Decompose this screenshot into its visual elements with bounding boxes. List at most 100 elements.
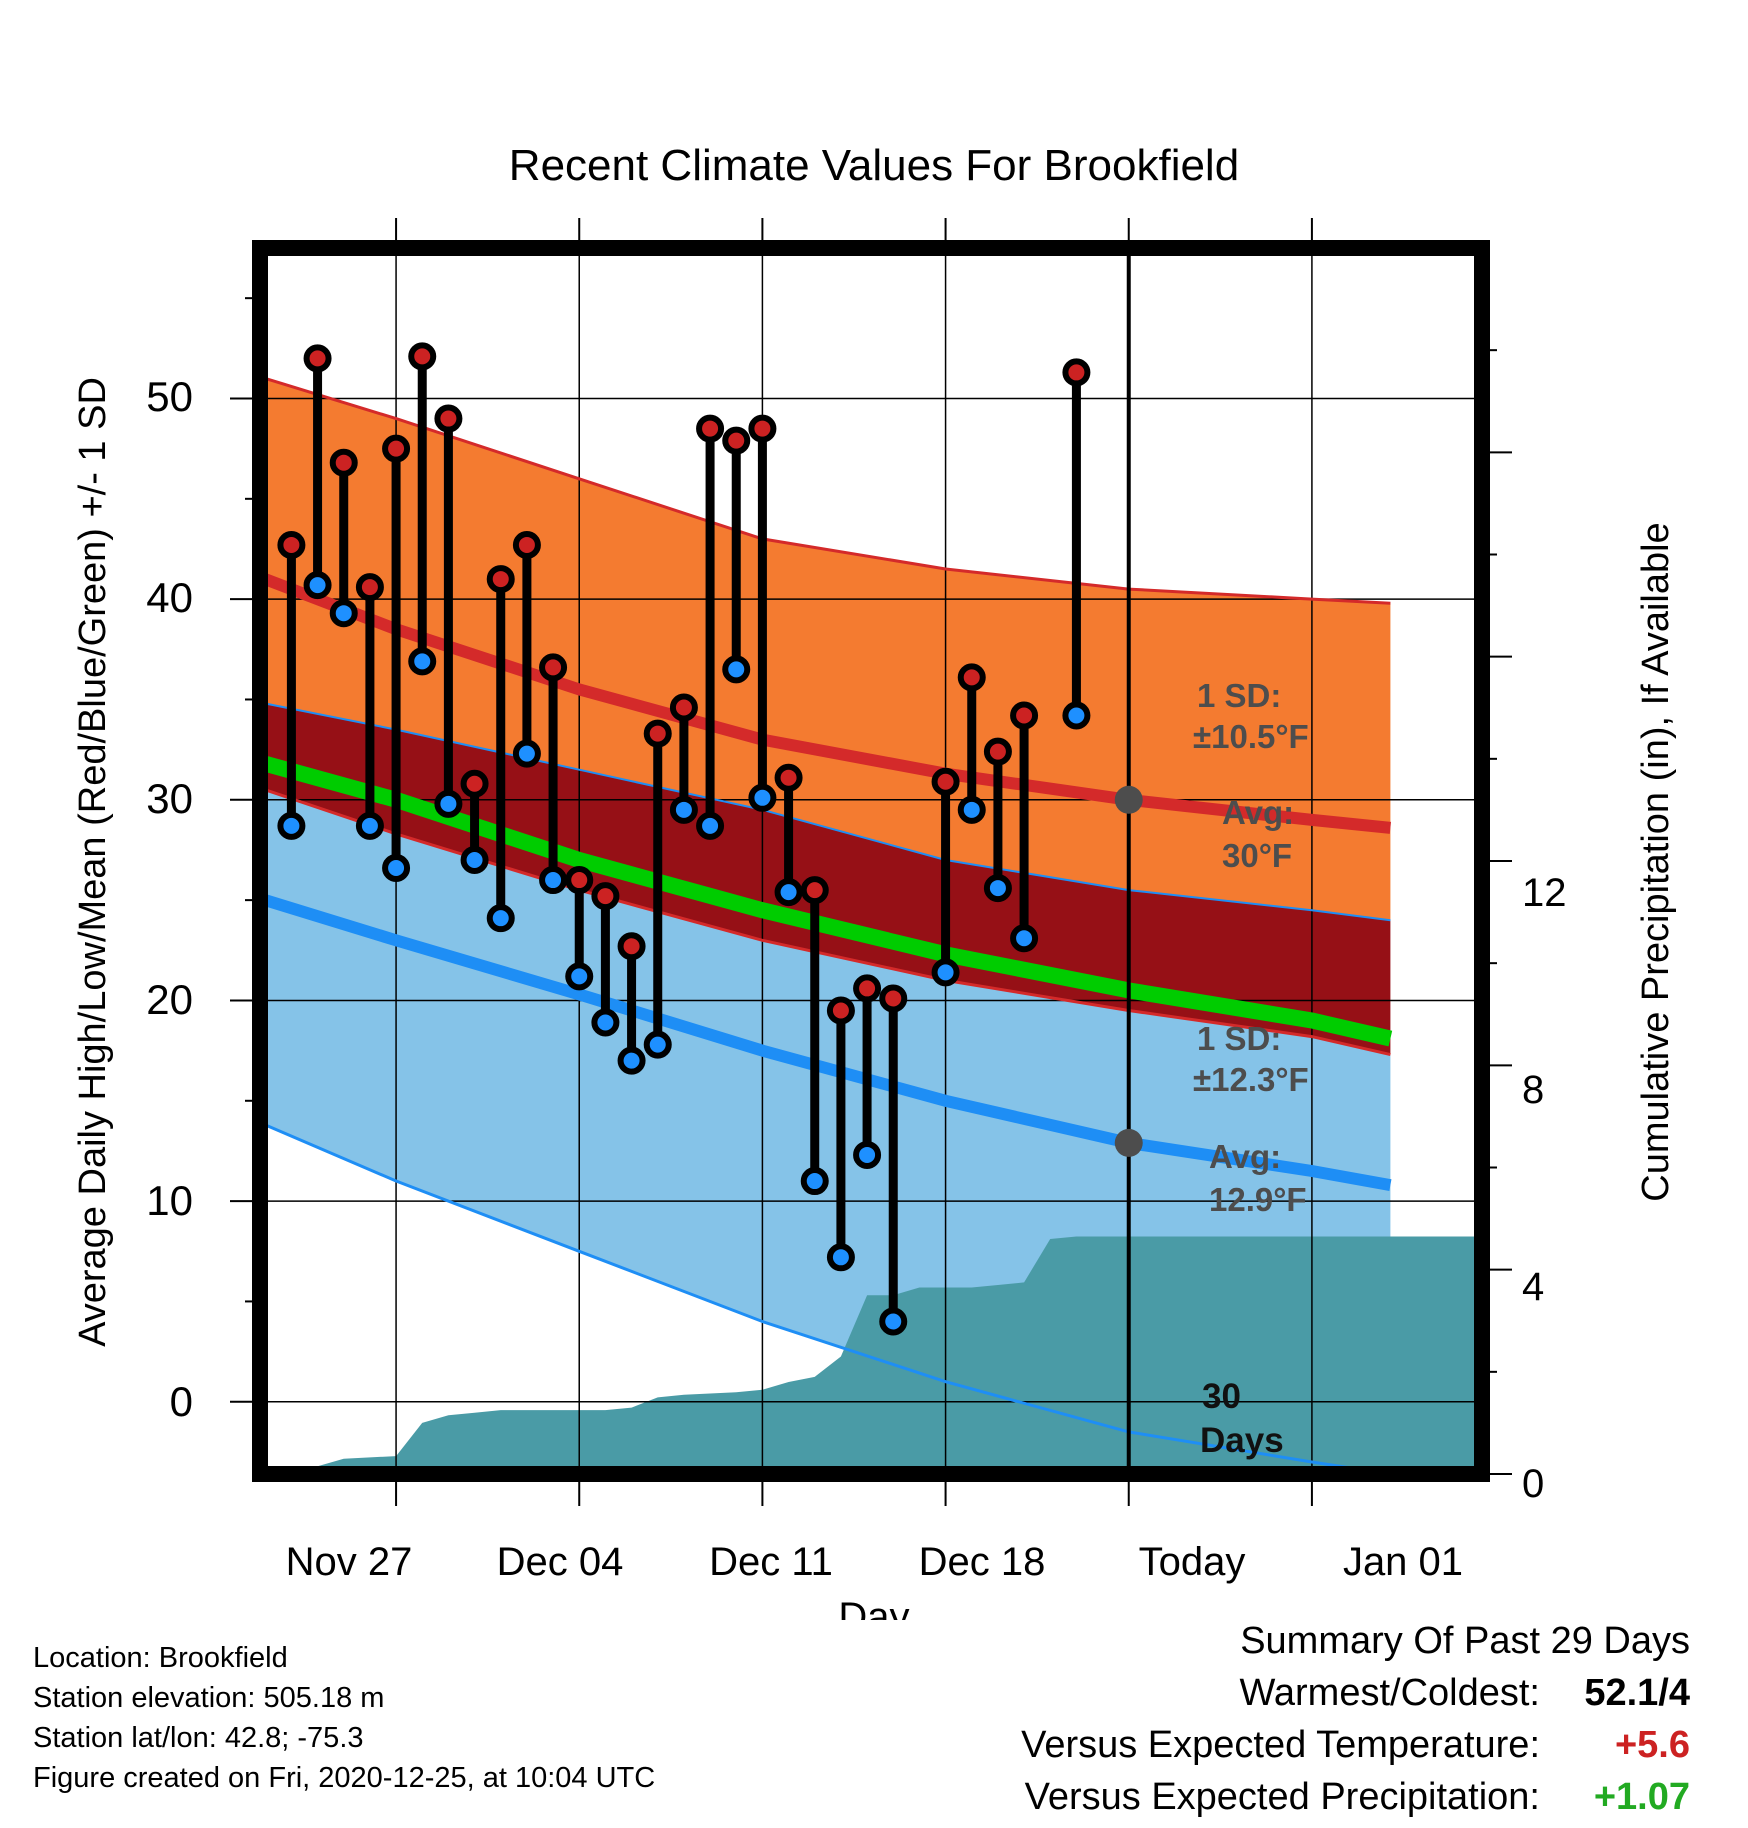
chart-title: Recent Climate Values For Brookfield <box>509 141 1239 190</box>
daily-low-marker <box>512 739 541 768</box>
precip-value: +1.07 <box>1593 1776 1690 1818</box>
x-axis-label: Day <box>838 1595 909 1620</box>
daily-high-marker <box>748 414 777 443</box>
daily-low-marker <box>1010 924 1039 953</box>
low-mean-line <box>263 894 1392 1192</box>
daily-high-marker <box>303 344 332 373</box>
y-tick-label: 0 <box>170 1378 193 1425</box>
low-plus-sd-line <box>264 788 1391 1057</box>
summary-panel: Summary Of Past 29 Days Warmest/Coldest:… <box>1021 1615 1690 1823</box>
warm-cold-value: 52.1/4 <box>1584 1672 1690 1714</box>
daily-low-marker <box>408 647 437 676</box>
daily-high-marker <box>931 767 960 796</box>
daily-high-marker <box>879 984 908 1013</box>
daily-low-marker <box>486 904 515 933</box>
daily-high-marker <box>800 876 829 905</box>
today-days-count: 30 <box>1202 1377 1241 1416</box>
daily-low-marker <box>591 1008 620 1037</box>
daily-high-marker <box>826 996 855 1025</box>
daily-low-marker <box>800 1167 829 1196</box>
daily-high-marker <box>382 434 411 463</box>
x-tick-label: Nov 27 <box>286 1540 413 1584</box>
daily-low-marker <box>303 571 332 600</box>
summary-heading: Summary Of Past 29 Days <box>1240 1620 1690 1662</box>
daily-high-marker <box>957 663 986 692</box>
daily-high-marker <box>408 342 437 371</box>
daily-low-marker <box>1062 701 1091 730</box>
high-avg-value: 30°F <box>1222 837 1292 874</box>
y2-tick-label: 8 <box>1522 1068 1544 1112</box>
temp-value: +5.6 <box>1614 1724 1690 1766</box>
plot-area: 1 SD: ±10.5°F Avg: 30°F 1 SD: ±12.3°F Av… <box>260 248 1482 1474</box>
daily-low-marker <box>879 1307 908 1336</box>
daily-low-marker <box>853 1140 882 1169</box>
low-sd-label: 1 SD: <box>1197 1020 1281 1057</box>
daily-low-marker <box>434 789 463 818</box>
climate-chart: Recent Climate Values For Brookfield 1 S… <box>72 141 1677 1620</box>
daily-high-marker <box>696 414 725 443</box>
precipitation-area <box>291 1236 1482 1474</box>
y-tick-label: 10 <box>146 1177 193 1224</box>
y2-tick-label: 12 <box>1522 871 1567 915</box>
station-info: Location: Brookfield Station elevation: … <box>33 1638 655 1798</box>
mean-line <box>263 755 1393 1047</box>
summary-warm-cold-row: Warmest/Coldest: 52.1/4 <box>1021 1667 1690 1719</box>
grid-lines <box>260 248 1482 1474</box>
daily-high-marker <box>460 769 489 798</box>
y-tick-label: 30 <box>146 775 193 822</box>
daily-low-marker <box>539 866 568 895</box>
y-tick-label: 20 <box>146 976 193 1023</box>
x-tick-label: Dec 18 <box>919 1540 1046 1584</box>
temp-label: Versus Expected Temperature: <box>1021 1724 1540 1766</box>
daily-high-marker <box>539 653 568 682</box>
daily-high-marker <box>643 719 672 748</box>
daily-high-marker <box>669 693 698 722</box>
daily-low-marker <box>643 1030 672 1059</box>
daily-low-marker <box>382 854 411 883</box>
precip-label: Versus Expected Precipitation: <box>1024 1776 1540 1818</box>
low-sd-value: ±12.3°F <box>1193 1061 1309 1098</box>
figure-created: Figure created on Fri, 2020-12-25, at 10… <box>33 1762 656 1794</box>
daily-low-marker <box>277 811 306 840</box>
daily-low-marker <box>826 1243 855 1272</box>
daily-high-marker <box>486 565 515 594</box>
daily-markers <box>277 342 1091 1336</box>
y2-ticks <box>1482 349 1512 1475</box>
daily-high-marker <box>983 737 1012 766</box>
high-sd-band <box>265 378 1391 921</box>
today-days-label: Days <box>1200 1421 1284 1460</box>
daily-low-marker <box>617 1046 646 1075</box>
x-tick-label: Today <box>1139 1540 1246 1584</box>
daily-high-marker <box>1010 701 1039 730</box>
daily-low-marker <box>722 655 751 684</box>
overlap-band <box>265 703 1391 1055</box>
y-tick-label: 40 <box>146 574 193 621</box>
daily-high-marker <box>1062 358 1091 387</box>
x-tick-label: Dec 11 <box>709 1540 833 1584</box>
daily-low-marker <box>774 878 803 907</box>
y-ticks <box>230 297 260 1403</box>
daily-high-marker <box>617 932 646 961</box>
x-tick-label: Jan 01 <box>1343 1540 1463 1584</box>
daily-high-marker <box>434 404 463 433</box>
high-avg-label: Avg: <box>1222 794 1294 831</box>
daily-low-marker <box>329 599 358 628</box>
daily-range-bars <box>286 356 1081 1322</box>
x-bottom-ticks <box>395 1474 1313 1506</box>
daily-high-marker <box>277 530 306 559</box>
high-sd-label: 1 SD: <box>1197 677 1281 714</box>
summary-temp-row: Versus Expected Temperature: +5.6 <box>1021 1719 1690 1771</box>
daily-low-marker <box>983 874 1012 903</box>
y-tick-label: 50 <box>146 373 193 420</box>
daily-low-marker <box>957 795 986 824</box>
daily-high-marker <box>355 573 384 602</box>
y-axis-label: Average Daily High/Low/Mean (Red/Blue/Gr… <box>72 377 114 1347</box>
daily-high-marker <box>329 448 358 477</box>
x-tick-label: Dec 04 <box>497 1540 624 1584</box>
high-avg-marker <box>1114 785 1143 814</box>
daily-high-marker <box>774 763 803 792</box>
high-sd-value: ±10.5°F <box>1193 718 1309 755</box>
daily-high-marker <box>853 974 882 1003</box>
daily-low-marker <box>565 962 594 991</box>
daily-low-marker <box>355 811 384 840</box>
